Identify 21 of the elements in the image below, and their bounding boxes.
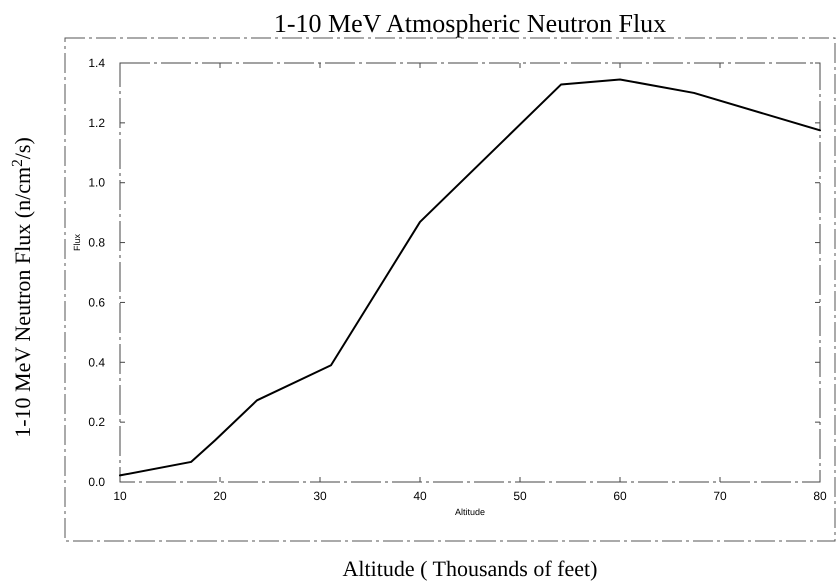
x-tick-label: 50	[513, 489, 527, 503]
y-tick-label: 1.4	[88, 56, 106, 70]
y-tick-label: 0.0	[88, 475, 106, 489]
x-tick-label: 10	[113, 489, 127, 503]
x-tick-label: 80	[813, 489, 827, 503]
x-tick-label: 30	[313, 489, 327, 503]
y-tick-label: 1.2	[88, 116, 106, 130]
x-tick-label: 40	[413, 489, 427, 503]
line-series	[119, 78, 821, 476]
y-tick-label: 0.8	[88, 236, 106, 250]
x-tick-label: 20	[213, 489, 227, 503]
x-tick-label: 70	[713, 489, 727, 503]
x-tick-label: 60	[613, 489, 627, 503]
text: Altitude	[454, 507, 486, 517]
y-tick-label: 0.6	[88, 295, 106, 310]
y-tick-label: 0.4	[88, 355, 106, 370]
chart-title: 1-10 MeV Atmospheric Neutron Flux	[274, 9, 666, 38]
x-axis-title: Altitude ( Thousands of feet)	[342, 556, 598, 581]
text: Flux	[72, 234, 82, 252]
y-tick-label: 1.0	[88, 176, 106, 190]
y-tick-label: 0.2	[88, 415, 106, 430]
